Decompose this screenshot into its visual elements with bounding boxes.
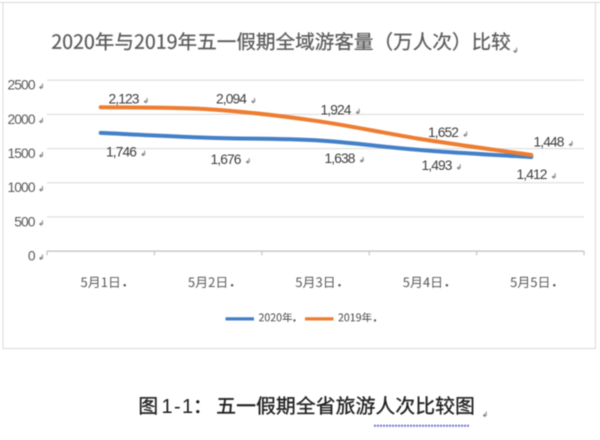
svg-text:1500: 1500 (8, 146, 36, 161)
svg-text:1000: 1000 (8, 180, 36, 195)
svg-text:1-1: 1-1 (162, 396, 195, 418)
svg-text:1,746: 1,746 (106, 144, 137, 159)
svg-text:1,676: 1,676 (210, 152, 241, 167)
svg-text:1,412: 1,412 (516, 167, 546, 182)
svg-text:2000: 2000 (8, 112, 36, 127)
svg-text:1,448: 1,448 (533, 135, 564, 150)
svg-text:500: 500 (14, 214, 36, 229)
svg-text:1,638: 1,638 (324, 151, 355, 166)
svg-text:0: 0 (28, 249, 36, 264)
svg-text:2500: 2500 (8, 78, 36, 93)
svg-text:1,924: 1,924 (320, 102, 351, 117)
svg-text:1,652: 1,652 (428, 125, 458, 140)
svg-text:2,123: 2,123 (108, 92, 139, 107)
svg-text:2,094: 2,094 (216, 92, 247, 107)
svg-text:1,493: 1,493 (421, 158, 452, 173)
